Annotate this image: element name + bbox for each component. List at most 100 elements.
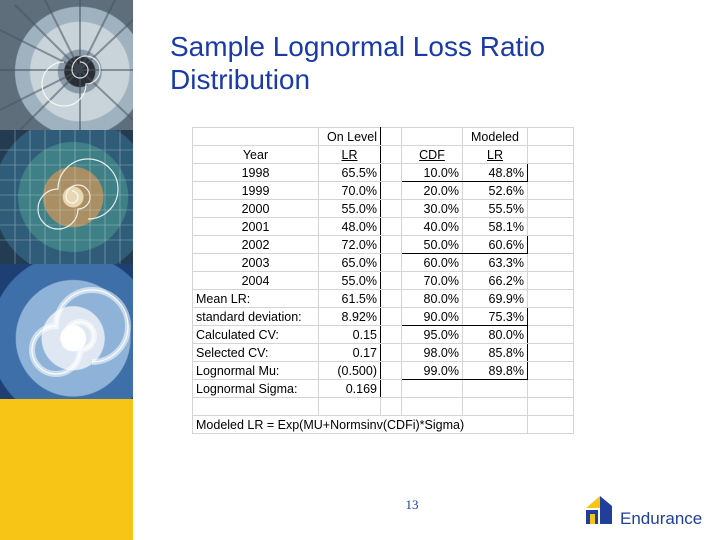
table-cell	[380, 235, 402, 254]
table-cell: 89.8%	[462, 361, 528, 380]
table-cell	[527, 361, 574, 380]
table-cell: 8.92%	[318, 307, 381, 326]
table-row: 2002 72.0% 50.0% 60.6%	[192, 235, 574, 254]
table-cell	[380, 271, 402, 290]
table-cell	[318, 397, 381, 416]
table-cell	[527, 145, 574, 164]
table-cell: Calculated CV:	[192, 325, 319, 344]
table-cell: 65.0%	[318, 253, 381, 272]
table-cell: 55.5%	[462, 199, 528, 218]
table-cell: 50.0%	[401, 235, 463, 254]
loss-ratio-table: On Level Modeled Year LR CDF LR 1998 65.5% 10.0%…	[192, 127, 574, 434]
table-cell: 80.0%	[401, 289, 463, 308]
table-cell: 10.0%	[401, 163, 463, 182]
table-cell	[380, 289, 402, 308]
table-cell: 69.9%	[462, 289, 528, 308]
table-cell	[380, 343, 402, 362]
table-cell: Lognormal Sigma:	[192, 379, 319, 398]
table-cell	[527, 307, 574, 326]
table-cell	[380, 163, 402, 182]
table-cell	[527, 415, 574, 434]
table-cell	[380, 361, 402, 380]
endurance-logo: Endurance	[584, 494, 704, 530]
table-cell	[527, 379, 574, 398]
table-cell	[527, 217, 574, 236]
table-cell	[380, 217, 402, 236]
table-row: Lognormal Sigma: 0.169	[192, 379, 574, 398]
title-line-2: Distribution	[170, 64, 311, 95]
table-cell: Year	[192, 145, 319, 164]
table-cell: Selected CV:	[192, 343, 319, 362]
left-image-strip	[0, 0, 133, 540]
table-cell	[401, 397, 463, 416]
table-cell	[380, 181, 402, 200]
table-cell: CDF	[401, 145, 463, 164]
table-cell: 20.0%	[401, 181, 463, 200]
table-cell	[380, 307, 402, 326]
header-label: Year	[242, 147, 269, 162]
table-cell: 2004	[192, 271, 319, 290]
table-cell	[527, 127, 574, 146]
table-cell	[380, 145, 402, 164]
table-cell: LR	[318, 145, 381, 164]
table-cell: 55.0%	[318, 199, 381, 218]
table-cell: 61.5%	[318, 289, 381, 308]
table-cell: 2002	[192, 235, 319, 254]
table-cell: 48.8%	[462, 163, 528, 182]
table-cell: 90.0%	[401, 307, 463, 326]
header-label: LR	[341, 147, 358, 162]
yellow-panel	[0, 399, 133, 540]
table-cell: standard deviation:	[192, 307, 319, 326]
formula-row: Modeled LR = Exp(MU+Normsinv(CDFi)*Sigma…	[192, 415, 574, 434]
table-row: On Level Modeled	[192, 127, 574, 146]
table-row: 1999 70.0% 20.0% 52.6%	[192, 181, 574, 200]
table-cell: 72.0%	[318, 235, 381, 254]
table-cell: On Level	[318, 127, 381, 146]
table-row: Mean LR: 61.5% 80.0% 69.9%	[192, 289, 574, 308]
logo-mark-icon	[586, 496, 612, 524]
table-cell	[380, 397, 402, 416]
table-cell	[527, 325, 574, 344]
table-cell	[527, 397, 574, 416]
header-label: LR	[487, 147, 503, 162]
table-cell: 70.0%	[401, 271, 463, 290]
table-cell: 0.15	[318, 325, 381, 344]
table-cell	[380, 199, 402, 218]
table-cell	[380, 325, 402, 344]
table-cell	[527, 199, 574, 218]
table-row: 2004 55.0% 70.0% 66.2%	[192, 271, 574, 290]
table-cell: 1999	[192, 181, 319, 200]
table-cell: 52.6%	[462, 181, 528, 200]
table-cell	[527, 289, 574, 308]
table-cell: 63.3%	[462, 253, 528, 272]
table-cell: 60.0%	[401, 253, 463, 272]
logo-text: Endurance	[620, 509, 703, 528]
table-cell	[527, 163, 574, 182]
table-row: 1998 65.5% 10.0% 48.8%	[192, 163, 574, 182]
table-cell: 1998	[192, 163, 319, 182]
page-number: 13	[405, 497, 419, 512]
table-cell	[192, 397, 319, 416]
table-cell: Lognormal Mu:	[192, 361, 319, 380]
table-cell: 2001	[192, 217, 319, 236]
table-cell: Mean LR:	[192, 289, 319, 308]
turbine-image	[0, 0, 133, 130]
table-cell	[527, 271, 574, 290]
formula-text: Modeled LR = Exp(MU+Normsinv(CDFi)*Sigma…	[192, 415, 528, 434]
table-cell: 30.0%	[401, 199, 463, 218]
table-cell	[401, 127, 463, 146]
table-cell: 70.0%	[318, 181, 381, 200]
table-cell	[462, 397, 528, 416]
table-cell: 85.8%	[462, 343, 528, 362]
table-cell	[192, 127, 319, 146]
table-cell	[462, 379, 528, 398]
table-cell: 58.1%	[462, 217, 528, 236]
table-row: standard deviation: 8.92% 90.0% 75.3%	[192, 307, 574, 326]
table-row: Calculated CV: 0.15 95.0% 80.0%	[192, 325, 574, 344]
wafer-image	[0, 130, 133, 264]
table-cell: Modeled	[462, 127, 528, 146]
hurricane-image	[0, 264, 133, 399]
table-cell: 0.17	[318, 343, 381, 362]
table-cell: 40.0%	[401, 217, 463, 236]
table-cell: 60.6%	[462, 235, 528, 254]
